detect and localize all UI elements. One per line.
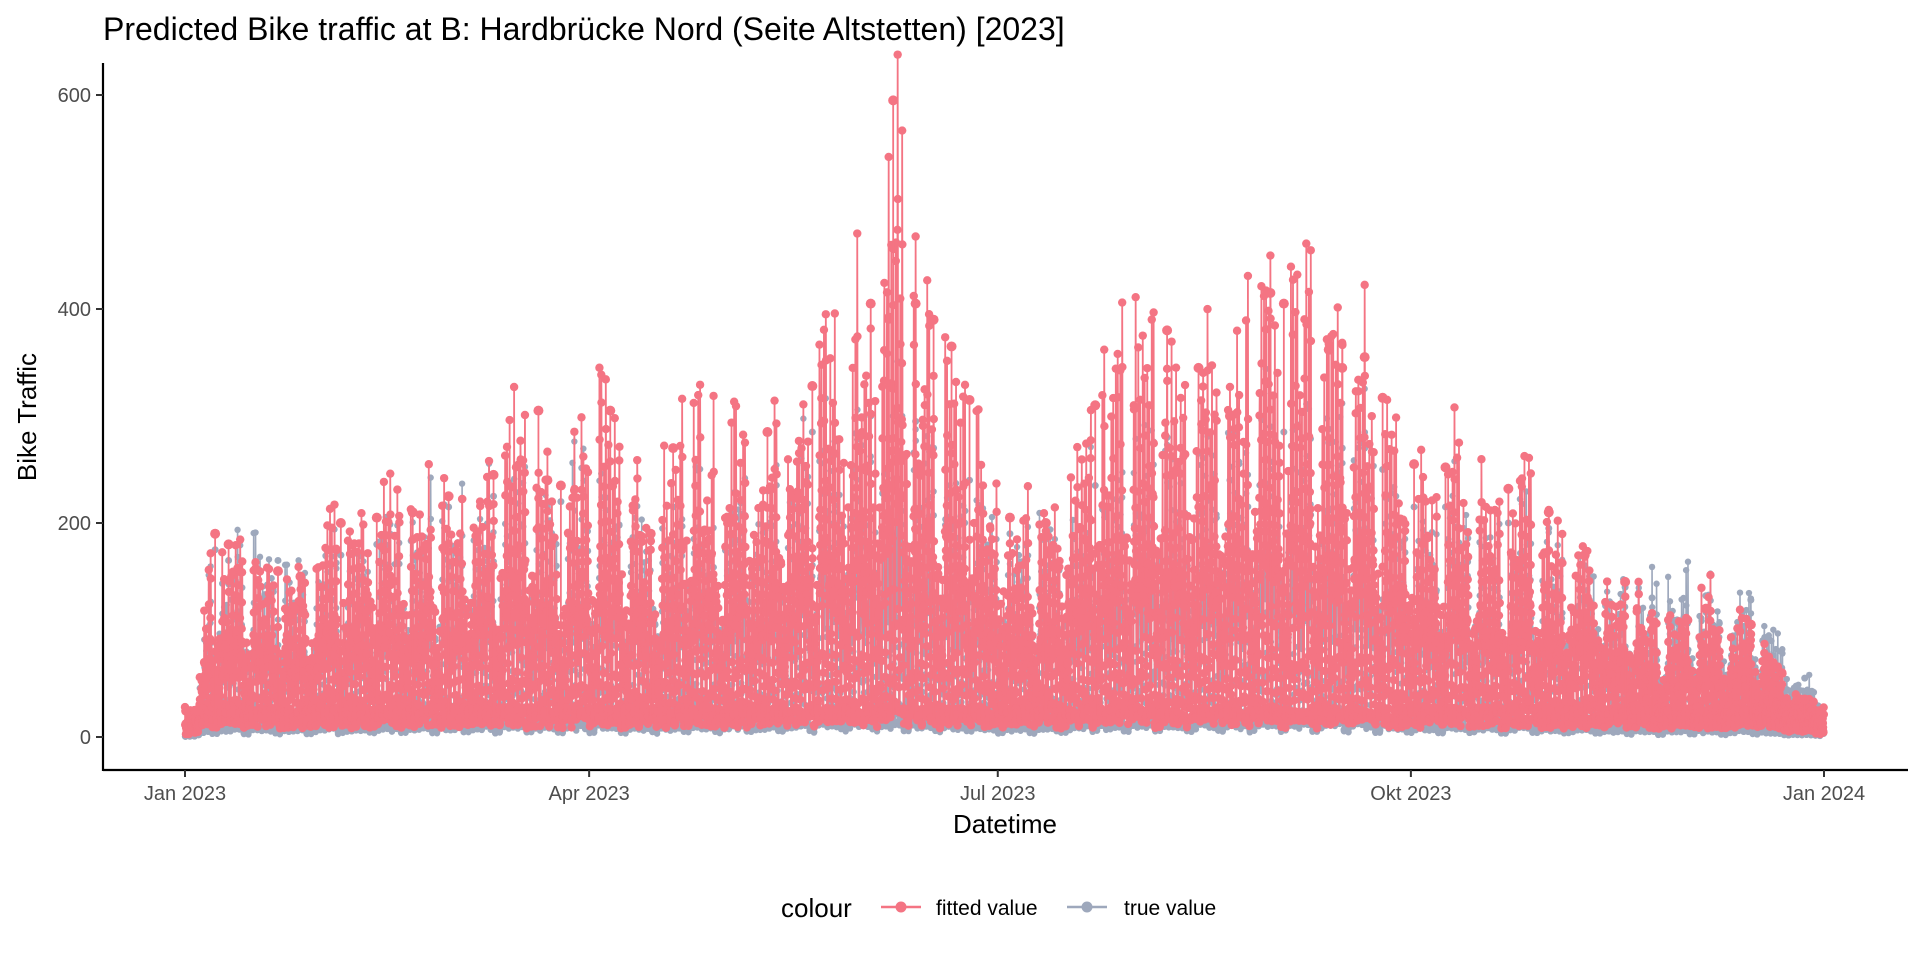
series-true-point <box>283 561 291 568</box>
series-true-point <box>458 480 466 487</box>
series-true-point <box>265 556 273 563</box>
chart-title: Predicted Bike traffic at B: Hardbrücke … <box>103 11 1065 47</box>
series-true-point <box>638 516 645 523</box>
series-true-point <box>234 526 241 534</box>
series-true-point <box>252 529 259 536</box>
series-true-point <box>295 557 302 564</box>
series-true-point <box>256 553 264 561</box>
